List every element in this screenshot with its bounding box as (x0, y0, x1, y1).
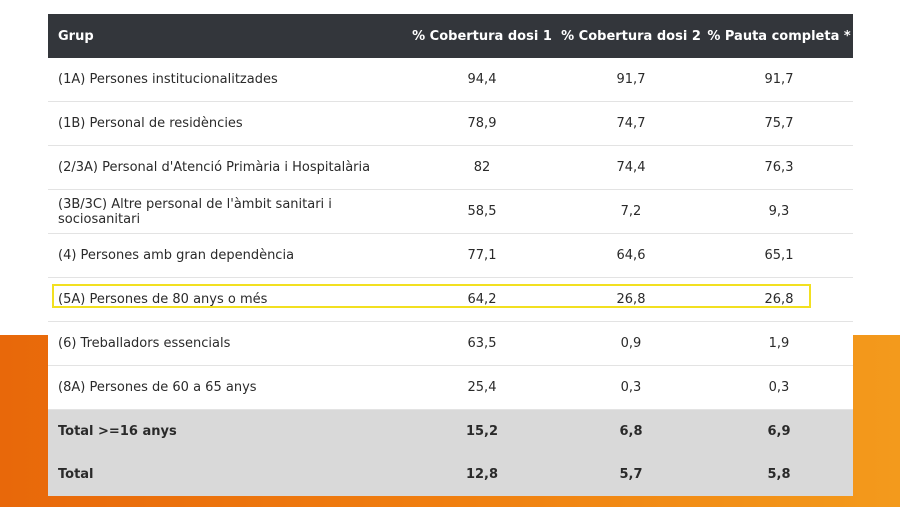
table-cell: 0,3 (557, 365, 705, 410)
header-cell: Grup (48, 14, 407, 58)
header-cell: % Cobertura dosi 2 (557, 14, 705, 58)
table-cell: 12,8 (407, 453, 557, 496)
table-cell: 65,1 (705, 233, 853, 278)
table-row: (3B/3C) Altre personal de l'àmbit sanita… (48, 189, 853, 234)
table-cell: (1B) Personal de residències (48, 101, 407, 146)
highlight-box (52, 284, 811, 308)
table-cell: (8A) Persones de 60 a 65 anys (48, 365, 407, 410)
table-row: (1B) Personal de residències 78,9 74,7 75,7 (48, 101, 853, 146)
table-cell: 74,4 (557, 145, 705, 190)
table-cell: 58,5 (407, 189, 557, 234)
table-body: (1A) Persones institucionalitzades 94,4 91… (48, 58, 853, 496)
table-cell: 7,2 (557, 189, 705, 234)
table-cell: 6,8 (557, 409, 705, 453)
table-cell: 1,9 (705, 321, 853, 366)
table-row: (8A) Persones de 60 a 65 anys 25,4 0,3 0,3 (48, 365, 853, 410)
table-cell: 78,9 (407, 101, 557, 146)
table-cell: 5,8 (705, 453, 853, 496)
table-row: (6) Treballadors essencials 63,5 0,9 1,9 (48, 321, 853, 366)
table-cell: 64,6 (557, 233, 705, 278)
table-cell: Total (48, 453, 407, 496)
table-cell: Total >=16 anys (48, 409, 407, 453)
table-cell: 25,4 (407, 365, 557, 410)
table-cell: 77,1 (407, 233, 557, 278)
table-cell: 15,2 (407, 409, 557, 453)
table-cell: (2/3A) Personal d'Atenció Primària i Hos… (48, 145, 407, 190)
table-cell: 74,7 (557, 101, 705, 146)
table-cell: 91,7 (705, 58, 853, 102)
table-cell: 63,5 (407, 321, 557, 366)
header-cell: % Cobertura dosi 1 (407, 14, 557, 58)
table-cell: 76,3 (705, 145, 853, 190)
table-cell: (3B/3C) Altre personal de l'àmbit sanita… (48, 189, 407, 234)
total-row: Total >=16 anys 15,2 6,8 6,9 (48, 409, 853, 453)
header-row: Grup% Cobertura dosi 1% Cobertura dosi 2… (48, 14, 853, 58)
table-cell: 82 (407, 145, 557, 190)
table-cell: (1A) Persones institucionalitzades (48, 58, 407, 102)
table-cell: 75,7 (705, 101, 853, 146)
table-cell: 0,9 (557, 321, 705, 366)
table-row: (1A) Persones institucionalitzades 94,4 91… (48, 58, 853, 102)
table-row: (4) Persones amb gran dependència 77,1 64,… (48, 233, 853, 278)
header-cell: % Pauta completa * (705, 14, 853, 58)
table-cell: 94,4 (407, 58, 557, 102)
total-row: Total 12,8 5,7 5,8 (48, 453, 853, 496)
table-cell: 91,7 (557, 58, 705, 102)
table-row: (2/3A) Personal d'Atenció Primària i Hos… (48, 145, 853, 190)
table-cell: (4) Persones amb gran dependència (48, 233, 407, 278)
table-cell: 6,9 (705, 409, 853, 453)
table-cell: 0,3 (705, 365, 853, 410)
coverage-table: Grup% Cobertura dosi 1% Cobertura dosi 2… (48, 14, 853, 496)
table-cell: 5,7 (557, 453, 705, 496)
table-cell: 9,3 (705, 189, 853, 234)
table-cell: (6) Treballadors essencials (48, 321, 407, 366)
